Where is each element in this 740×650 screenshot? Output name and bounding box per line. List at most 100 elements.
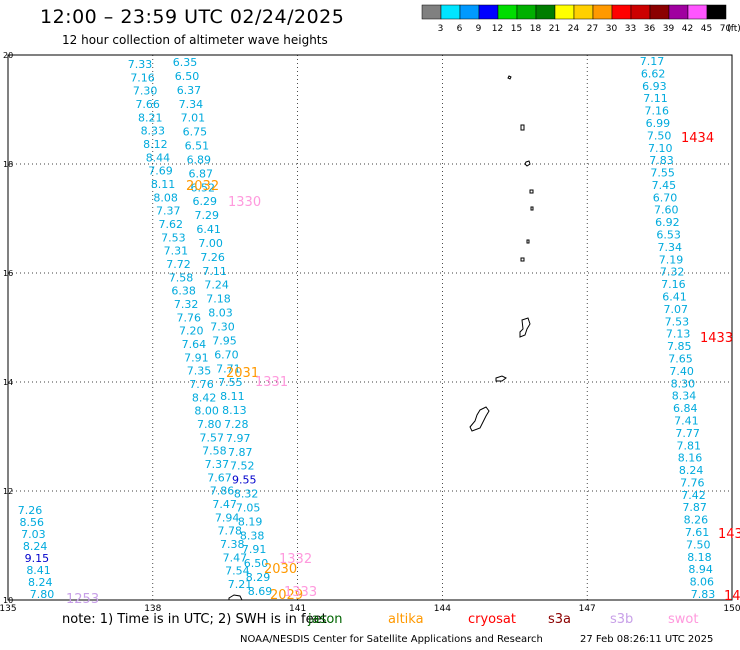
wave-value: 7.77 [675, 427, 700, 440]
wave-value: 7.76 [189, 378, 214, 391]
wave-value: 6.41 [196, 223, 221, 236]
wave-value: 7.86 [210, 485, 235, 498]
wave-value: 8.44 [146, 151, 171, 164]
wave-value: 8.12 [143, 138, 168, 151]
wave-value: 8.08 [153, 191, 178, 204]
legend-label-3: 3 [438, 24, 444, 34]
wave-value: 7.42 [681, 489, 706, 502]
wave-value: 7.95 [212, 334, 237, 347]
wave-value: 7.76 [176, 311, 201, 324]
lat-tick-16: 16 [3, 269, 13, 278]
sat-label-swot: swot [668, 612, 699, 627]
wave-value: 7.85 [667, 340, 692, 353]
pass-time-altika: 2030 [264, 562, 297, 577]
wave-value: 7.37 [156, 205, 181, 218]
wave-value: 7.01 [181, 112, 206, 125]
map-subtitle: 12 hour collection of altimeter wave hei… [62, 33, 328, 47]
legend-label-42: 42 [682, 24, 693, 34]
wave-value: 7.18 [206, 293, 231, 306]
island-8 [519, 317, 531, 338]
pass-time-swot: 1330 [228, 195, 261, 210]
wave-value: 7.65 [668, 352, 693, 365]
legend-label-12: 12 [492, 24, 503, 34]
wave-value: 7.97 [226, 432, 251, 445]
wave-value: 7.03 [21, 528, 46, 541]
wave-value: 7.83 [691, 588, 716, 601]
wave-value: 8.69 [248, 585, 273, 598]
pass-time-altika: 2031 [226, 366, 259, 381]
lon-tick-135: 135 [0, 604, 17, 614]
island-6 [526, 239, 530, 244]
wave-value: 7.11 [643, 92, 668, 105]
wave-value: 6.35 [173, 56, 198, 69]
wave-value: 6.99 [646, 117, 671, 130]
wave-value: 7.45 [652, 179, 677, 192]
wave-value: 6.70 [653, 191, 678, 204]
wave-value: 7.47 [223, 551, 248, 564]
pass-time-cryosat: 1434 [681, 131, 714, 146]
wave-value: 8.13 [222, 404, 247, 417]
lat-tick-14: 14 [3, 378, 13, 387]
wave-value: 6.93 [642, 80, 667, 93]
legend-label-24: 24 [568, 24, 580, 34]
wave-value: 8.29 [246, 571, 271, 584]
island-11 [228, 594, 243, 601]
wave-value: 6.51 [185, 140, 210, 153]
wave-value: 7.16 [130, 71, 155, 84]
wave-value: 7.24 [204, 279, 229, 292]
wave-value: 8.32 [234, 488, 259, 501]
wave-value: 6.70 [214, 348, 239, 361]
wave-value: 7.76 [680, 476, 705, 489]
wave-value: 6.29 [192, 195, 217, 208]
wave-value: 6.89 [187, 153, 212, 166]
wave-value: 7.26 [200, 251, 225, 264]
wave-value: 7.00 [198, 237, 223, 250]
map-title: 12:00 – 23:59 UTC 02/24/2025 [40, 6, 345, 28]
lat-tick-18: 18 [3, 160, 13, 169]
wave-value: 7.41 [674, 414, 699, 427]
wave-value: 7.72 [166, 258, 191, 271]
wave-value: 8.94 [688, 563, 713, 576]
wave-value: 8.24 [23, 540, 48, 553]
wave-value: 7.67 [207, 471, 232, 484]
wave-value: 7.30 [210, 321, 235, 334]
island-10 [469, 406, 490, 432]
wave-value: 7.57 [200, 431, 225, 444]
wave-value: 7.87 [228, 446, 253, 459]
wave-value: 8.56 [19, 516, 44, 529]
wave-value: 6.75 [183, 126, 208, 139]
wave-value: 6.52 [191, 181, 216, 194]
wave-value: 8.30 [671, 377, 696, 390]
map-frame [7, 54, 733, 601]
legend-label-45: 45 [701, 24, 712, 34]
wave-value: 7.62 [159, 218, 184, 231]
wave-value: 8.03 [208, 307, 233, 320]
legend-label-9: 9 [476, 24, 482, 34]
island-1 [507, 75, 512, 80]
wave-value: 8.06 [690, 576, 715, 589]
wave-value: 7.53 [665, 315, 690, 328]
wave-value: 6.92 [655, 216, 680, 229]
sat-label-s3b: s3b [610, 612, 634, 627]
wave-value: 7.50 [647, 129, 672, 142]
lat-tick-20: 20 [3, 51, 13, 60]
wave-value: 7.21 [228, 578, 253, 591]
legend-label-6: 6 [457, 24, 463, 34]
wave-value: 7.66 [135, 98, 160, 111]
wave-value: 6.38 [171, 285, 196, 298]
wave-value: 7.50 [686, 538, 711, 551]
lon-tick-138: 138 [144, 604, 161, 614]
pass-time-cryosat: 1433 [700, 331, 733, 346]
legend-label-70: 70 [720, 24, 732, 34]
wave-value: 8.24 [679, 464, 704, 477]
island-5 [530, 206, 534, 211]
lat-tick-12: 12 [3, 487, 13, 496]
wave-value: 7.94 [215, 511, 240, 524]
wave-value: 7.64 [182, 338, 207, 351]
wave-value: 7.81 [677, 439, 702, 452]
wave-value: 8.26 [684, 514, 709, 527]
wave-value: 7.71 [216, 362, 241, 375]
lon-tick-144: 144 [434, 604, 451, 614]
sat-label-s3a: s3a [548, 612, 572, 627]
